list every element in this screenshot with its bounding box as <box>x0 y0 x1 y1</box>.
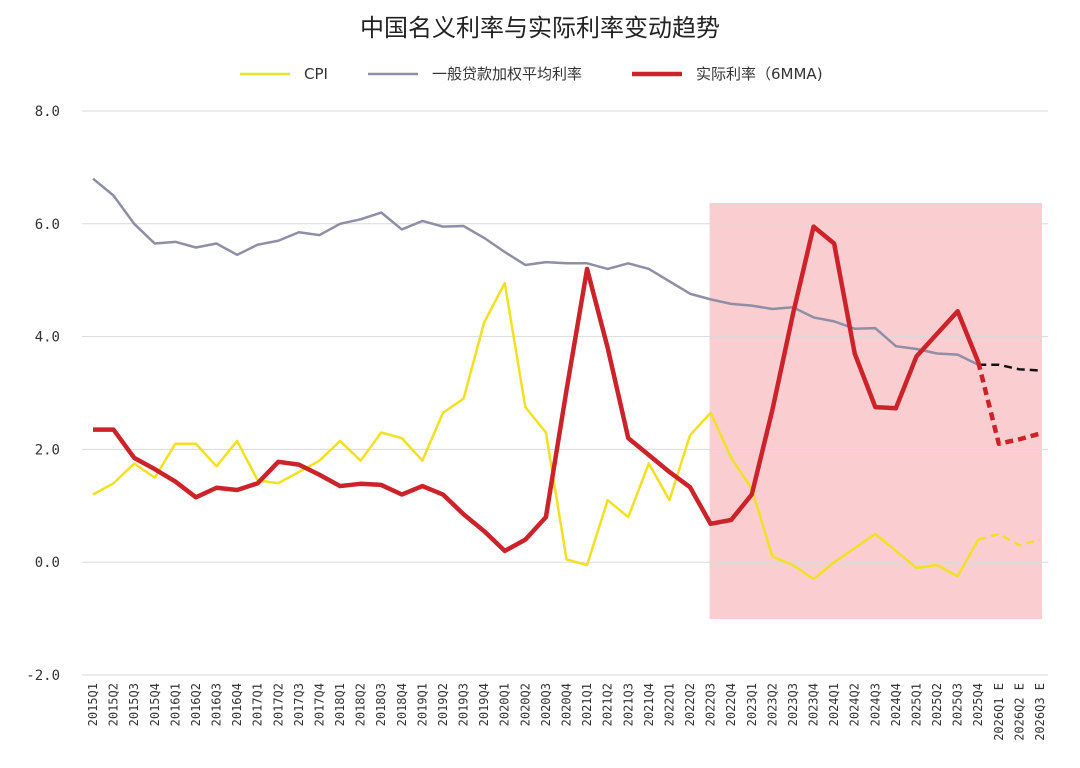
x-tick-label: 2015Q2 <box>107 683 121 726</box>
x-tick-label: 2022Q3 <box>704 683 718 726</box>
shaded-region <box>709 203 1042 619</box>
x-tick-label: 2019Q3 <box>457 683 471 726</box>
x-tick-label: 2025Q2 <box>930 683 944 726</box>
x-tick-label: 2018Q3 <box>374 683 388 726</box>
x-tick-label: 2026Q1 E <box>992 683 1006 741</box>
series-line <box>92 281 980 581</box>
x-tick-label: 2022Q2 <box>683 683 697 726</box>
x-tick-label: 2022Q4 <box>724 683 738 726</box>
series-forecast-line <box>978 363 1041 372</box>
x-tick-label: 2015Q4 <box>148 683 162 726</box>
x-tick-label: 2020Q2 <box>518 683 532 726</box>
x-tick-label: 2018Q4 <box>395 683 409 726</box>
x-tick-label: 2023Q4 <box>807 683 821 726</box>
x-tick-label: 2023Q2 <box>765 683 779 726</box>
x-tick-label: 2021Q4 <box>642 683 656 726</box>
x-tick-label: 2019Q2 <box>436 683 450 726</box>
x-tick-label: 2016Q3 <box>210 683 224 726</box>
x-tick-label: 2021Q2 <box>601 683 615 726</box>
y-tick-label: 8.0 <box>35 104 60 120</box>
x-tick-label: 2015Q1 <box>86 683 100 726</box>
x-tick-label: 2018Q2 <box>354 683 368 726</box>
x-tick-label: 2021Q3 <box>621 683 635 726</box>
x-tick-label: 2021Q1 <box>580 683 594 726</box>
x-tick-label: 2025Q1 <box>909 683 923 726</box>
x-tick-label: 2023Q1 <box>745 683 759 726</box>
x-tick-label: 2026Q2 E <box>1012 683 1026 741</box>
x-tick-label: 2018Q1 <box>333 683 347 726</box>
legend-label: 一般贷款加权平均利率 <box>432 65 582 83</box>
series-forecast-line <box>977 532 1041 547</box>
legend-label: 实际利率（6MMA) <box>696 65 823 83</box>
x-tick-label: 2020Q1 <box>498 683 512 726</box>
x-tick-label: 2025Q4 <box>971 683 985 726</box>
x-tick-label: 2020Q4 <box>560 683 574 726</box>
x-tick-label: 2017Q4 <box>312 683 326 726</box>
x-tick-label: 2015Q3 <box>127 683 141 726</box>
y-tick-label: 2.0 <box>35 442 60 458</box>
x-tick-label: 2016Q2 <box>189 683 203 726</box>
x-tick-label: 2024Q4 <box>889 683 903 726</box>
y-tick-label: 0.0 <box>35 555 60 571</box>
y-tick-label: 4.0 <box>35 330 60 346</box>
x-tick-label: 2020Q3 <box>539 683 553 726</box>
x-tick-label: 2017Q1 <box>251 683 265 726</box>
series-forecast-line <box>976 361 1041 447</box>
x-tick-label: 2024Q2 <box>848 683 862 726</box>
x-tick-label: 2016Q1 <box>168 683 182 726</box>
series-line <box>92 177 979 366</box>
x-tick-label: 2023Q3 <box>786 683 800 726</box>
x-tick-label: 2016Q4 <box>230 683 244 726</box>
legend-label: CPI <box>304 65 328 83</box>
x-tick-label: 2017Q2 <box>271 683 285 726</box>
x-tick-label: 2026Q3 E <box>1033 683 1047 741</box>
x-tick-label: 2024Q1 <box>827 683 841 726</box>
y-tick-label: 6.0 <box>35 217 60 233</box>
series-line <box>93 224 981 554</box>
x-tick-label: 2025Q3 <box>951 683 965 726</box>
x-tick-label: 2017Q3 <box>292 683 306 726</box>
x-tick-label: 2019Q4 <box>477 683 491 726</box>
y-tick-label: -2.0 <box>26 668 60 684</box>
x-tick-label: 2019Q1 <box>415 683 429 726</box>
x-tick-label: 2022Q1 <box>662 683 676 726</box>
x-tick-label: 2024Q3 <box>868 683 882 726</box>
chart-title: 中国名义利率与实际利率变动趋势 <box>360 14 720 42</box>
